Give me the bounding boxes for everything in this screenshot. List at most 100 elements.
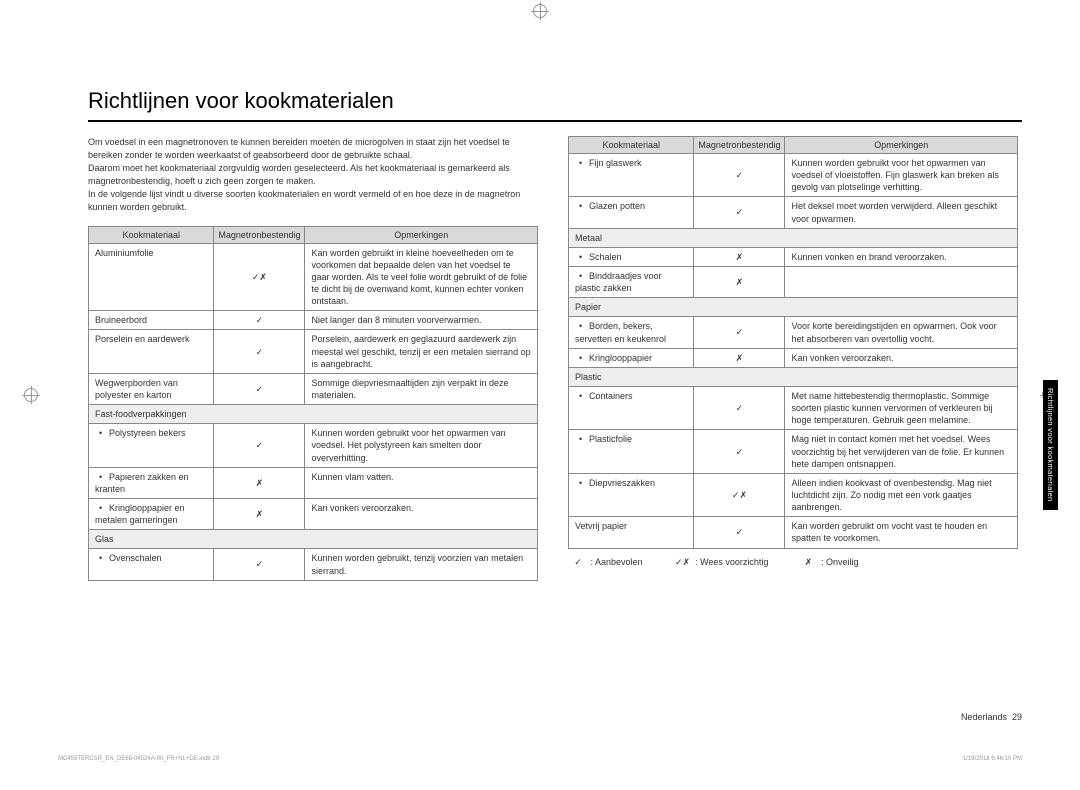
footer-page: 29 (1012, 712, 1022, 722)
remarks-cell: Voor korte bereidingstijden en opwarmen.… (785, 317, 1018, 348)
safe-cell: ✓ (214, 311, 305, 330)
remarks-cell: Sommige diepvriesmaaltijden zijn verpakt… (305, 373, 538, 404)
remarks-cell (785, 266, 1018, 297)
safe-cell: ✓ (694, 317, 785, 348)
safe-cell: ✗ (214, 498, 305, 529)
th-remarks: Opmerkingen (305, 226, 538, 243)
category-cell: Plastic (569, 367, 1018, 386)
table-row: Polystyreen bekers✓Kunnen worden gebruik… (89, 424, 538, 467)
column-right: Kookmateriaal Magnetronbestendig Opmerki… (568, 136, 1018, 581)
material-label: Ovenschalen (109, 553, 162, 563)
legend-item: ✓ : Aanbevolen (568, 557, 643, 568)
table-row: Papieren zakken en kranten ✗Kunnen vlam v… (89, 467, 538, 498)
safe-cell: ✗ (214, 467, 305, 498)
legend-text: : Wees voorzichtig (695, 557, 768, 567)
bullet-icon (579, 270, 589, 282)
safe-cell: ✗ (694, 247, 785, 266)
table-row: Diepvrieszakken ✓✗Alleen indien kookvast … (569, 473, 1018, 516)
material-cell: Polystyreen bekers (89, 424, 214, 467)
safe-cell: ✗ (694, 266, 785, 297)
remarks-cell: Kan vonken veroorzaken. (785, 348, 1018, 367)
material-cell: Schalen (569, 247, 694, 266)
safe-cell: ✓ (214, 373, 305, 404)
remarks-cell: Alleen indien kookvast of ovenbestendig.… (785, 473, 1018, 516)
safe-cell: ✓✗ (214, 243, 305, 311)
th-remarks: Opmerkingen (785, 137, 1018, 154)
material-cell: Aluminiumfolie (89, 243, 214, 311)
table-row: Binddraadjes voor plastic zakken✗ (569, 266, 1018, 297)
material-label: Schalen (589, 252, 622, 262)
table-row: Ovenschalen ✓Kunnen worden gebruikt, tenz… (89, 549, 538, 580)
imprint-date: 1/18/2018 6:46:10 PM (963, 756, 1022, 762)
safe-cell: ✓ (694, 197, 785, 228)
category-cell: Fast-foodverpakkingen (89, 405, 538, 424)
table-row: Aluminiumfolie✓✗Kan worden gebruikt in k… (89, 243, 538, 311)
side-tab: Richtlijnen voor kookmaterialen (1043, 380, 1058, 510)
legend-sym: ✗ (798, 557, 818, 568)
material-cell: Diepvrieszakken (569, 473, 694, 516)
column-left: Om voedsel in een magnetronoven te kunne… (88, 136, 538, 581)
table-row: Kringlooppapier✗Kan vonken veroorzaken. (569, 348, 1018, 367)
remarks-cell: Porselein, aardewerk en geglazuurd aarde… (305, 330, 538, 373)
table-row: Schalen ✗Kunnen vonken en brand veroorzak… (569, 247, 1018, 266)
legend-item: ✓✗ : Wees voorzichtig (673, 557, 769, 568)
table-row: Vetvrij papier✓Kan worden gebruikt om vo… (569, 517, 1018, 548)
legend-sym: ✓ (568, 557, 588, 568)
safe-cell: ✓✗ (694, 473, 785, 516)
materials-table-left: Kookmateriaal Magnetronbestendig Opmerki… (88, 226, 538, 581)
remarks-cell: Kunnen worden gebruikt, tenzij voorzien … (305, 549, 538, 580)
remarks-cell: Kan vonken veroorzaken. (305, 498, 538, 529)
two-column-layout: Om voedsel in een magnetronoven te kunne… (88, 136, 1022, 581)
remarks-cell: Kunnen vlam vatten. (305, 467, 538, 498)
remarks-cell: Kunnen worden gebruikt voor het opwarmen… (305, 424, 538, 467)
bullet-icon (579, 477, 589, 489)
material-label: Kringlooppapier en metalen garneringen (95, 503, 185, 525)
material-cell: Ovenschalen (89, 549, 214, 580)
material-cell: Containers (569, 386, 694, 429)
footer: Nederlands 29 (961, 712, 1022, 722)
remarks-cell: Mag niet in contact komen met het voedse… (785, 430, 1018, 473)
table-row: Metaal (569, 228, 1018, 247)
legend: ✓ : Aanbevolen ✓✗ : Wees voorzichtig ✗ :… (568, 557, 1018, 568)
material-label: Fijn glaswerk (589, 158, 642, 168)
intro-p3: In de volgende lijst vindt u diverse soo… (88, 188, 538, 213)
table-row: Kringlooppapier en metalen garneringen ✗K… (89, 498, 538, 529)
material-label: Glazen potten (589, 201, 645, 211)
material-label: Containers (589, 391, 633, 401)
table-row: Glazen potten✓Het deksel moet worden ver… (569, 197, 1018, 228)
remarks-cell: Kunnen vonken en brand veroorzaken. (785, 247, 1018, 266)
footer-lang: Nederlands (961, 712, 1007, 722)
remarks-cell: Kunnen worden gebruikt voor het opwarmen… (785, 154, 1018, 197)
material-cell: Vetvrij papier (569, 517, 694, 548)
th-safe: Magnetronbestendig (214, 226, 305, 243)
material-cell: Plasticfolie (569, 430, 694, 473)
table-row: Borden, bekers, servetten en keukenrol✓V… (569, 317, 1018, 348)
table-row: Fijn glaswerk✓Kunnen worden gebruikt voo… (569, 154, 1018, 197)
th-material: Kookmateriaal (89, 226, 214, 243)
bullet-icon (99, 552, 109, 564)
bullet-icon (579, 390, 589, 402)
material-cell: Borden, bekers, servetten en keukenrol (569, 317, 694, 348)
category-cell: Glas (89, 530, 538, 549)
bullet-icon (99, 427, 109, 439)
table-row: Containers✓Met name hittebestendig therm… (569, 386, 1018, 429)
intro-p2: Daarom moet het kookmateriaal zorgvuldig… (88, 162, 538, 187)
material-cell: Bruineerbord (89, 311, 214, 330)
material-label: Diepvrieszakken (589, 478, 655, 488)
bullet-icon (579, 433, 589, 445)
table-row: Plasticfolie✓Mag niet in contact komen m… (569, 430, 1018, 473)
bullet-icon (579, 251, 589, 263)
table-row: Porselein en aardewerk✓Porselein, aardew… (89, 330, 538, 373)
material-cell: Papieren zakken en kranten (89, 467, 214, 498)
imprint-file: MC455TERCSR_EN_DE68-04524A-00_FR+NL+DE.i… (58, 756, 219, 762)
material-cell: Fijn glaswerk (569, 154, 694, 197)
legend-sym: ✓✗ (673, 557, 693, 568)
material-label: Papieren zakken en kranten (95, 472, 189, 494)
safe-cell: ✓ (214, 424, 305, 467)
legend-text: : Onveilig (821, 557, 859, 567)
safe-cell: ✓ (214, 549, 305, 580)
table-row: Plastic (569, 367, 1018, 386)
table-row: Bruineerbord✓Niet langer dan 8 minuten v… (89, 311, 538, 330)
category-cell: Metaal (569, 228, 1018, 247)
bullet-icon (579, 352, 589, 364)
